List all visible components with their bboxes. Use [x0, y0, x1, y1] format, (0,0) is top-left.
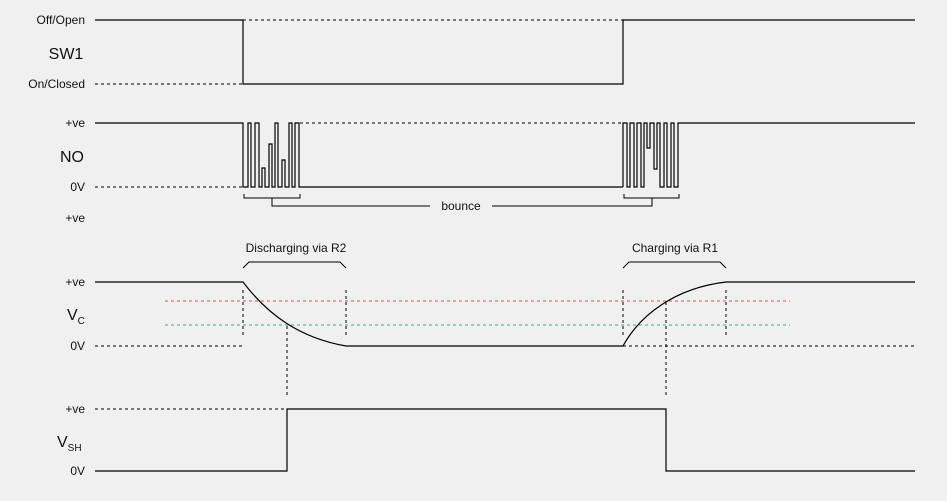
bounce-label: bounce: [441, 199, 481, 213]
sw1-waveform: [95, 19, 915, 85]
bounce-brace-left: [243, 194, 430, 207]
no-waveform-left: [95, 122, 623, 188]
vsh-name-label: VSH: [57, 434, 82, 454]
sw1-off-open-label: Off/Open: [37, 13, 85, 27]
charge-label: Charging via R1: [632, 241, 718, 255]
bounce-brace-right: [492, 194, 680, 207]
no-trace: +ve NO 0V bounce: [60, 116, 915, 213]
vsh-zero-label: 0V: [70, 464, 85, 478]
sw1-on-closed-label: On/Closed: [28, 77, 85, 91]
vc-waveform: [95, 281, 915, 347]
vc-upper-positive-label: +ve: [65, 211, 85, 225]
no-zero-label: 0V: [70, 180, 85, 194]
no-positive-label: +ve: [65, 116, 85, 130]
discharge-label: Discharging via R2: [246, 241, 347, 255]
vc-positive-label: +ve: [65, 275, 85, 289]
vc-zero-label: 0V: [70, 339, 85, 353]
sw1-name-label: SW1: [49, 46, 84, 63]
bounce-brace-left-tail: [272, 194, 301, 199]
charge-brace: [622, 261, 727, 269]
no-name-label: NO: [60, 149, 84, 166]
sw1-trace: Off/Open SW1 On/Closed: [28, 13, 915, 91]
vsh-trace: +ve VSH 0V: [57, 402, 915, 478]
no-waveform-right: [622, 122, 915, 188]
vc-name-label: VC: [67, 307, 85, 327]
vsh-positive-label: +ve: [65, 402, 85, 416]
discharge-brace: [242, 261, 347, 269]
vsh-waveform: [95, 408, 915, 472]
vc-trace: +ve +ve VC 0V Discharging via R2 Chargin…: [65, 211, 915, 353]
